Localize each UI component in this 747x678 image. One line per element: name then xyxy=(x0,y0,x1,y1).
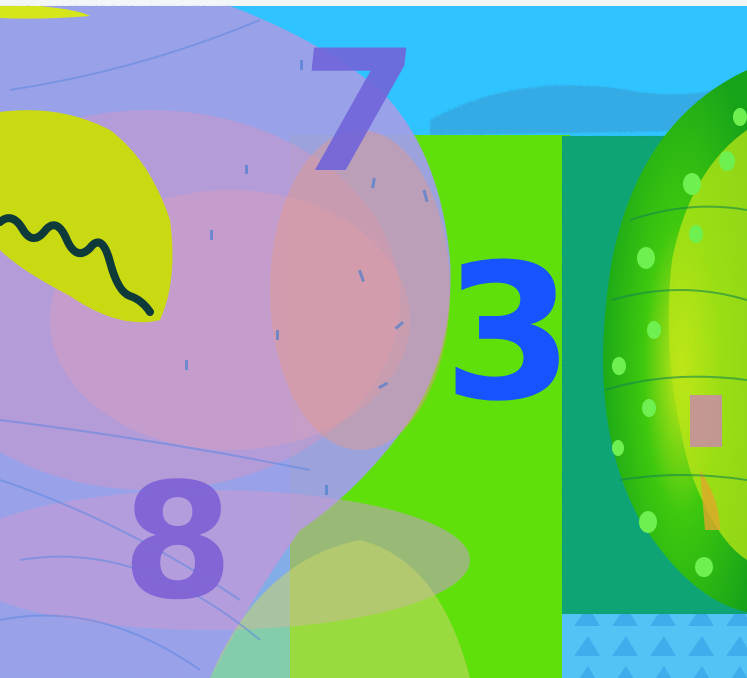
numeral-three: 3 xyxy=(443,224,574,443)
numeral-eight: 8 xyxy=(122,448,234,635)
dark-squiggle xyxy=(0,214,154,316)
triangle-pattern-block xyxy=(562,614,747,678)
dark-scumble xyxy=(430,80,747,135)
blue-scribbles xyxy=(0,19,311,671)
peach-glaze xyxy=(270,130,450,450)
top-border xyxy=(0,0,747,8)
melon-spots xyxy=(612,108,747,577)
olive-wash xyxy=(210,540,470,678)
pink-patch xyxy=(690,395,722,447)
small-dash-marks xyxy=(185,60,429,495)
numeral-seven: 7 xyxy=(285,14,424,210)
yellow-leaf xyxy=(0,110,173,323)
